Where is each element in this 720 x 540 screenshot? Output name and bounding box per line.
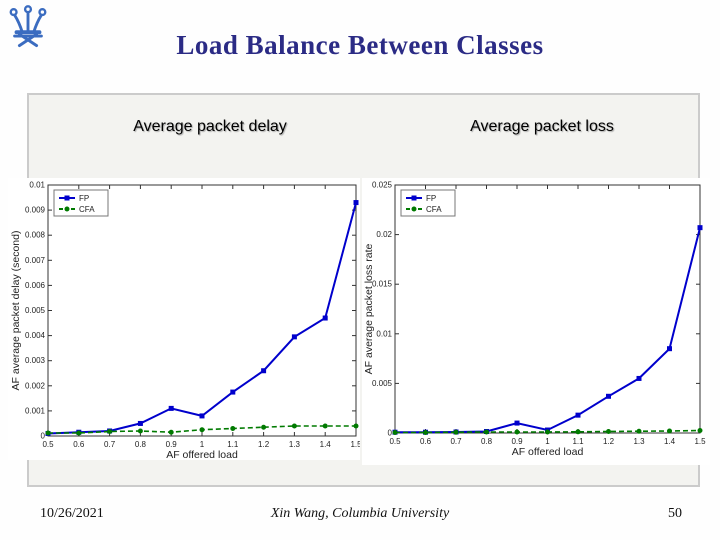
svg-text:0.003: 0.003 bbox=[25, 356, 46, 365]
svg-text:AF average packet loss rate: AF average packet loss rate bbox=[363, 243, 375, 374]
svg-text:0.7: 0.7 bbox=[104, 440, 116, 449]
svg-text:1.2: 1.2 bbox=[258, 440, 270, 449]
footer-credit: Xin Wang, Columbia University bbox=[270, 506, 450, 521]
heading-average-packet-delay: Average packet delay bbox=[133, 118, 287, 135]
slide-title: Load Balance Between Classes bbox=[176, 30, 544, 60]
svg-text:0.02: 0.02 bbox=[376, 230, 392, 239]
svg-text:0.6: 0.6 bbox=[73, 440, 85, 449]
svg-text:1.2: 1.2 bbox=[603, 437, 615, 446]
svg-text:0.5: 0.5 bbox=[42, 440, 54, 449]
svg-text:0.01: 0.01 bbox=[29, 181, 45, 190]
footer-date: 10/26/2021 bbox=[40, 506, 104, 521]
svg-text:1.1: 1.1 bbox=[227, 440, 239, 449]
svg-text:0: 0 bbox=[388, 429, 393, 438]
delay-line-chart: 0 0.001 0.002 0.003 0.004 0.005 0.006 0.007 0.00… bbox=[10, 181, 360, 461]
svg-text:0.9: 0.9 bbox=[166, 440, 178, 449]
svg-text:0.005: 0.005 bbox=[372, 379, 393, 388]
svg-text:1: 1 bbox=[200, 440, 205, 449]
svg-text:AF average packet delay (secon: AF average packet delay (second) bbox=[10, 231, 22, 391]
svg-text:0: 0 bbox=[41, 432, 46, 441]
chart-panel-loss: 0 0.005 0.01 0.015 0.02 0.025 0.5 0.6 0.7 0.8 0.9 1… bbox=[362, 178, 710, 465]
svg-text:0.005: 0.005 bbox=[25, 306, 46, 315]
svg-text:1.4: 1.4 bbox=[664, 437, 676, 446]
svg-text:CFA: CFA bbox=[79, 205, 95, 214]
svg-text:1.3: 1.3 bbox=[633, 437, 645, 446]
svg-text:FP: FP bbox=[426, 194, 436, 203]
svg-text:1.3: 1.3 bbox=[289, 440, 301, 449]
svg-text:0.015: 0.015 bbox=[372, 280, 393, 289]
loss-line-chart: 0 0.005 0.01 0.015 0.02 0.025 0.5 0.6 0.7 0.8 0.9 1… bbox=[363, 181, 706, 459]
svg-text:1.5: 1.5 bbox=[694, 437, 706, 446]
svg-text:0.002: 0.002 bbox=[25, 381, 46, 390]
svg-text:0.9: 0.9 bbox=[511, 437, 523, 446]
svg-text:1.5: 1.5 bbox=[350, 440, 360, 449]
svg-text:1.4: 1.4 bbox=[320, 440, 332, 449]
svg-text:0.6: 0.6 bbox=[420, 437, 432, 446]
svg-text:0.8: 0.8 bbox=[135, 440, 147, 449]
chart-panel-delay: 0 0.001 0.002 0.003 0.004 0.005 0.006 0.007 0.00… bbox=[8, 178, 360, 460]
svg-text:1: 1 bbox=[545, 437, 550, 446]
svg-text:0.009: 0.009 bbox=[25, 206, 46, 215]
svg-text:AF offered load: AF offered load bbox=[166, 449, 238, 460]
svg-text:0.007: 0.007 bbox=[25, 256, 46, 265]
svg-text:FP: FP bbox=[79, 194, 89, 203]
svg-text:0.004: 0.004 bbox=[25, 331, 46, 340]
svg-text:0.008: 0.008 bbox=[25, 231, 46, 240]
svg-text:0.006: 0.006 bbox=[25, 281, 46, 290]
svg-text:0.5: 0.5 bbox=[389, 437, 401, 446]
svg-text:0.8: 0.8 bbox=[481, 437, 493, 446]
heading-average-packet-loss: Average packet loss bbox=[470, 118, 614, 135]
svg-text:AF offered load: AF offered load bbox=[512, 446, 584, 458]
svg-text:0.001: 0.001 bbox=[25, 406, 46, 415]
slide-number: 50 bbox=[668, 506, 682, 521]
svg-text:0.025: 0.025 bbox=[372, 181, 393, 190]
svg-text:0.7: 0.7 bbox=[450, 437, 462, 446]
svg-text:1.1: 1.1 bbox=[572, 437, 584, 446]
svg-text:CFA: CFA bbox=[426, 205, 442, 214]
svg-text:0.01: 0.01 bbox=[376, 329, 392, 338]
columbia-crown-logo bbox=[9, 5, 47, 48]
